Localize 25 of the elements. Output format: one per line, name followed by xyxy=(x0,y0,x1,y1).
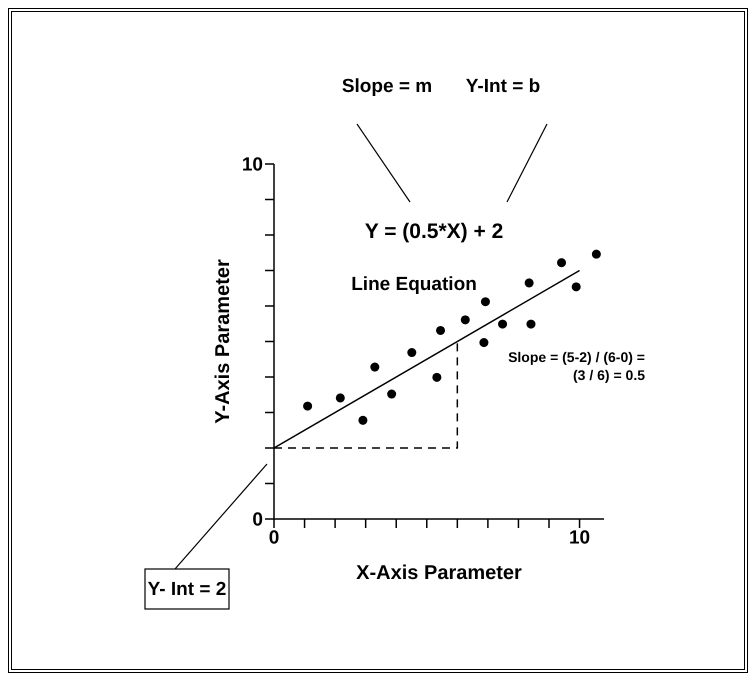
point xyxy=(572,282,581,292)
point xyxy=(387,390,396,399)
text: Y-Int = b xyxy=(466,76,540,97)
point xyxy=(370,362,380,372)
annotation: Line Equation xyxy=(351,274,477,295)
point xyxy=(407,348,416,358)
point xyxy=(303,402,312,411)
text: Y- Int = 2 xyxy=(148,579,226,600)
point xyxy=(524,278,534,288)
x-axis-title: X-Axis Parameter xyxy=(356,562,522,584)
point xyxy=(526,320,536,329)
text: Slope = m xyxy=(342,76,432,97)
point xyxy=(460,315,470,324)
point xyxy=(557,258,566,268)
point xyxy=(336,393,345,402)
point xyxy=(358,416,368,425)
annotation: Y = (0.5*X) + 2 xyxy=(364,220,504,243)
annotation: Slope = (5-2) / (6-0) = (3 / 6) = 0.5 xyxy=(508,349,646,383)
point xyxy=(436,326,446,335)
point xyxy=(498,320,508,329)
point xyxy=(432,372,442,382)
point xyxy=(480,297,490,306)
y-axis-title: Y-Axis Parameter xyxy=(212,259,234,424)
point xyxy=(592,250,601,259)
point xyxy=(479,338,488,348)
